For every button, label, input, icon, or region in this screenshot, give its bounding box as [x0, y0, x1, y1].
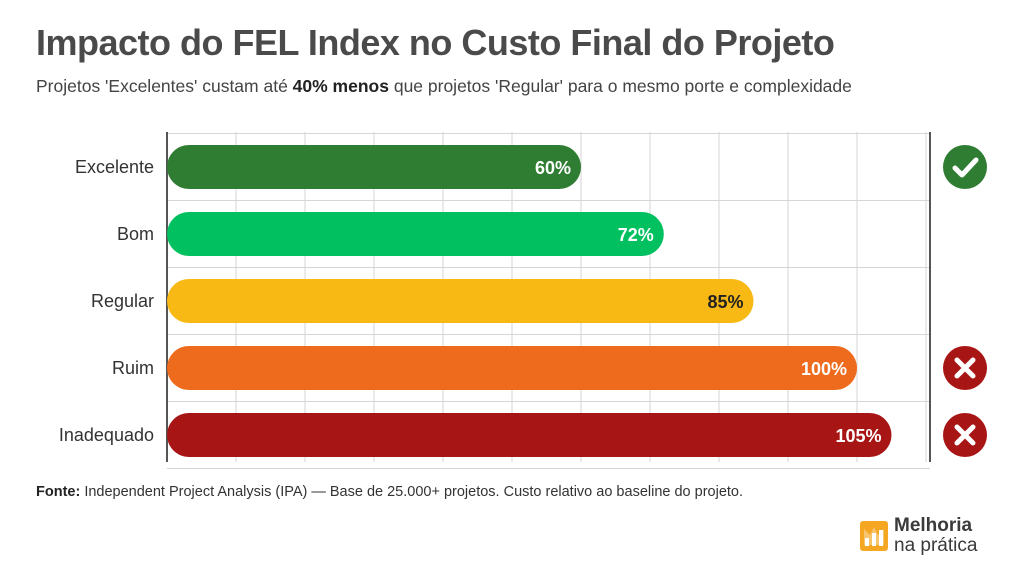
- logo-text-line2: na prática: [894, 535, 978, 556]
- bar-chart-logo-icon: [860, 521, 888, 551]
- check-icon: [943, 145, 987, 189]
- cross-icon: [943, 413, 987, 457]
- value-label: 60%: [535, 158, 571, 178]
- cross-icon-mark: [954, 357, 976, 379]
- chart-bars: Excelente 60% Bom 72% Regular 85% Ruim 100% Inad…: [59, 145, 892, 457]
- subtitle-text-end: que projetos 'Regular' para o mesmo port…: [388, 76, 852, 96]
- bar-bom: [167, 212, 664, 256]
- bar-chart: Excelente 60% Bom 72% Regular 85% Ruim 100% Inad…: [59, 132, 987, 469]
- cross-icon: [943, 346, 987, 390]
- check-icon-mark: [952, 157, 979, 178]
- cross-icon-mark: [954, 424, 976, 446]
- logo-text-line1: Melhoria: [894, 515, 973, 536]
- page-title: Impacto do FEL Index no Custo Final do P…: [36, 22, 835, 63]
- category-label: Inadequado: [59, 425, 154, 445]
- brand-logo: Melhoria na prática: [860, 516, 977, 556]
- status-icons: [943, 145, 987, 457]
- value-label: 105%: [835, 426, 881, 446]
- value-label: 72%: [618, 225, 654, 245]
- category-label: Bom: [117, 224, 154, 244]
- source-note: Fonte: Independent Project Analysis (IPA…: [36, 484, 743, 500]
- source-label: Fonte:: [36, 484, 81, 500]
- value-label: 85%: [707, 292, 743, 312]
- subtitle-text-start: Projetos 'Excelentes' custam até: [36, 76, 293, 96]
- source-text: Independent Project Analysis (IPA) — Bas…: [80, 484, 743, 500]
- check-icon-circle: [943, 145, 987, 189]
- bar-regular: [167, 279, 754, 323]
- bar-ruim: [167, 346, 857, 390]
- category-label: Regular: [91, 291, 154, 311]
- page-subtitle: Projetos 'Excelentes' custam até 40% men…: [36, 76, 852, 97]
- category-label: Ruim: [112, 358, 154, 378]
- bar-excelente: [167, 145, 581, 189]
- subtitle-highlight: 40% menos: [292, 76, 389, 96]
- value-label: 100%: [801, 359, 847, 379]
- bar-inadequado: [167, 413, 892, 457]
- category-label: Excelente: [75, 157, 154, 177]
